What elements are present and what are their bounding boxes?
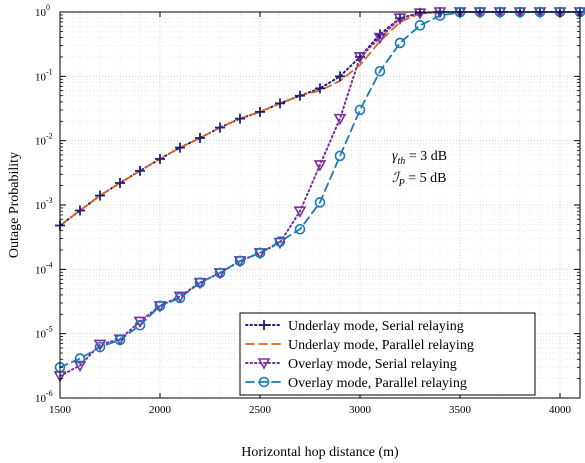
y-tick-label: 10 (35, 136, 47, 148)
legend-label-2: Overlay mode, Serial relaying (288, 357, 457, 372)
series-0-point-12 (295, 90, 305, 101)
x-tick-label: 1500 (49, 404, 72, 416)
x-tick-label: 2000 (149, 404, 172, 416)
y-tick-exponent: 0 (46, 3, 50, 12)
x-tick-label: 3500 (449, 404, 472, 416)
legend-marker-2 (257, 358, 271, 370)
series-3-point-16 (374, 65, 386, 77)
series-2-point-1 (73, 360, 87, 373)
series-3-point-10 (254, 247, 266, 259)
series-0-point-13 (315, 83, 325, 94)
series-3-point-8 (214, 267, 226, 279)
annotation-value: = 5 dB (405, 171, 447, 186)
annotation-line-1: ℐP = 5 dB (392, 171, 446, 189)
series-0-point-9 (235, 113, 245, 124)
y-tick-label: 10 (35, 264, 47, 276)
y-tick-exponent: -5 (46, 325, 53, 334)
x-tick-label: 2500 (249, 404, 272, 416)
legend-marker-0 (259, 320, 269, 330)
series-3-point-7 (194, 277, 206, 288)
y-tick-label: 10 (35, 71, 47, 83)
series-3-point-6 (174, 292, 186, 304)
y-tick-label: 10 (35, 200, 47, 212)
y-tick-label: 10 (35, 393, 47, 405)
series-0-point-3 (115, 177, 125, 188)
series-0-point-2 (95, 190, 105, 201)
series-3-point-4 (134, 319, 146, 331)
series-2-point-18 (413, 8, 427, 20)
series-0-point-4 (135, 165, 145, 176)
x-axis-label: Horizontal hop distance (m) (241, 445, 399, 460)
series-0-point-14 (335, 71, 345, 82)
series-3-point-13 (314, 197, 326, 208)
y-tick-exponent: -4 (46, 260, 53, 269)
legend-label-0: Underlay mode, Serial relaying (288, 319, 464, 334)
legend-box (239, 312, 536, 396)
y-tick-exponent: -3 (46, 196, 53, 205)
legend-marker-3 (258, 376, 270, 388)
y-tick-exponent: -1 (46, 67, 53, 76)
series-3-point-11 (274, 236, 286, 247)
series-2-point-2 (93, 339, 107, 352)
series-0-point-5 (155, 153, 165, 164)
series-0-point-6 (175, 142, 185, 153)
legend-label-1: Underlay mode, Parallel relaying (288, 338, 474, 353)
series-3-point-1 (74, 353, 86, 364)
series-0-point-8 (215, 122, 225, 133)
series-3-point-9 (234, 255, 246, 267)
series-2-point-16 (373, 32, 387, 45)
annotation-symbol: γ (392, 149, 398, 164)
series-2-point-12 (293, 206, 307, 218)
annotation-line-0: γth = 3 dB (392, 149, 447, 167)
y-tick-label: 10 (35, 7, 47, 19)
series-3-point-2 (94, 341, 106, 353)
series-3-point-12 (294, 223, 306, 235)
x-tick-label: 4000 (549, 404, 572, 416)
y-tick-exponent: -6 (46, 389, 53, 398)
series-2-point-14 (333, 113, 347, 126)
series-0-point-7 (195, 133, 205, 144)
parameter-annotation: γth = 3 dB ℐP = 5 dB (392, 149, 447, 189)
annotation-symbol: ℐ (392, 171, 401, 186)
y-axis-label: Outage Probability (7, 152, 22, 258)
series-2-point-15 (353, 52, 367, 64)
legend-label-3: Overlay mode, Parallel relaying (288, 376, 467, 391)
y-tick-exponent: -2 (46, 132, 53, 141)
axis-ticks: 1500 2000 2500 3000 3500 400010-610-510-410-3… (35, 3, 580, 416)
series-2-point-17 (393, 13, 407, 25)
annotation-subscript: P (398, 178, 405, 189)
series-3-point-3 (114, 334, 126, 346)
series-2-point-6 (173, 291, 187, 304)
series-3-point-19 (434, 10, 446, 21)
series-0-point-1 (75, 205, 85, 216)
series-line-3 (59, 11, 581, 369)
annotation-subscript: th (398, 156, 406, 167)
legend: Underlay mode, Serial relaying Underlay m… (239, 312, 536, 396)
series-2-point-13 (313, 160, 327, 172)
annotation-value: = 3 dB (405, 149, 447, 164)
series-3-point-14 (334, 150, 346, 162)
series-0-point-10 (255, 106, 265, 117)
series-3-point-17 (394, 37, 406, 49)
x-tick-label: 3000 (349, 404, 372, 416)
series-2-point-11 (273, 237, 287, 250)
series-3-point-5 (154, 300, 166, 312)
y-tick-label: 10 (35, 329, 47, 341)
series-3-point-15 (354, 104, 366, 116)
series-3-point-18 (414, 20, 426, 31)
series-0-point-11 (275, 98, 285, 109)
